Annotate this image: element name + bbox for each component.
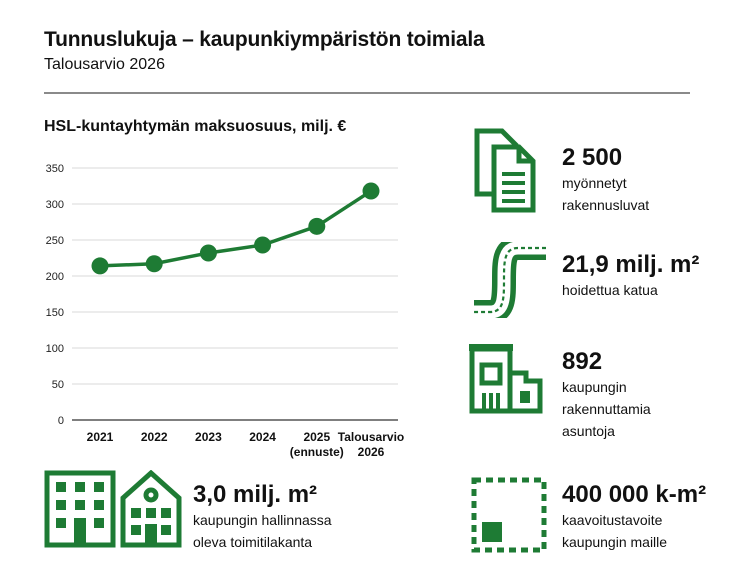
series-line	[99, 189, 372, 268]
stat-housing-value: 892	[562, 348, 603, 375]
stat-zoning: 400 000 k-m² kaavoitustavoite kaupungin …	[562, 481, 706, 553]
zoning-plot-icon	[471, 477, 547, 553]
x-tick-label: 2026	[358, 445, 385, 459]
stat-streets: 21,9 milj. m² hoidettua katua	[562, 251, 699, 301]
office-buildings-icon	[44, 470, 182, 548]
y-tick-label: 0	[58, 415, 64, 427]
y-tick-label: 100	[46, 343, 64, 355]
page-subtitle: Talousarvio 2026	[44, 56, 165, 73]
data-point	[308, 217, 326, 235]
stat-facilities-value: 3,0 milj. m²	[193, 481, 318, 508]
stat-permits: 2 500 myönnetyt rakennusluvat	[562, 144, 649, 216]
stat-housing-label-2: rakennuttamia	[562, 401, 651, 417]
chart-title: HSL-kuntayhtymän maksuosuus, milj. €	[44, 118, 347, 135]
stat-streets-label-1: hoidettua katua	[562, 282, 658, 298]
page-title: Tunnuslukuja – kaupunkiympäristön toimia…	[44, 28, 485, 51]
y-tick-label: 300	[46, 199, 64, 211]
x-tick-label: 2024	[249, 430, 276, 444]
data-point	[199, 244, 217, 262]
y-tick-label: 350	[46, 163, 64, 175]
x-tick-label: (ennuste)	[290, 445, 344, 459]
documents-icon	[474, 128, 536, 213]
data-point	[145, 255, 163, 273]
y-tick-label: 50	[52, 379, 64, 391]
x-tick-label: 2022	[141, 430, 168, 444]
line-chart: 0 50 100 150 200 250 300 350 2021 2022 2023 2024 202…	[46, 163, 405, 459]
stat-permits-label-1: myönnetyt	[562, 175, 627, 191]
stat-zoning-label-2: kaupungin maille	[562, 534, 668, 550]
stat-facilities-label-1: kaupungin hallinnassa	[193, 512, 332, 528]
x-tick-label: Talousarvio	[338, 430, 404, 444]
stat-facilities: 3,0 milj. m² kaupungin hallinnassa oleva…	[193, 481, 332, 553]
stat-permits-label-2: rakennusluvat	[562, 197, 650, 213]
x-tick-label: 2021	[87, 430, 114, 444]
y-tick-label: 200	[46, 271, 64, 283]
stat-zoning-value: 400 000 k-m²	[562, 481, 707, 508]
stat-streets-value: 21,9 milj. m²	[562, 251, 700, 278]
y-tick-label: 250	[46, 235, 64, 247]
data-point	[254, 236, 272, 254]
stat-housing: 892 kaupungin rakennuttamia asuntoja	[562, 348, 651, 442]
x-tick-label: 2023	[195, 430, 222, 444]
road-icon	[474, 242, 546, 318]
stat-housing-label-1: kaupungin	[562, 379, 627, 395]
apartment-buildings-icon	[469, 344, 543, 414]
stat-zoning-label-1: kaavoitustavoite	[562, 512, 663, 528]
data-point	[362, 182, 380, 200]
stat-permits-value: 2 500	[562, 144, 623, 171]
stat-facilities-label-2: oleva toimitilakanta	[193, 534, 313, 550]
y-tick-label: 150	[46, 307, 64, 319]
stat-housing-label-3: asuntoja	[562, 423, 615, 439]
x-tick-label: 2025	[303, 430, 330, 444]
header-divider	[44, 92, 690, 94]
data-point	[91, 257, 109, 275]
